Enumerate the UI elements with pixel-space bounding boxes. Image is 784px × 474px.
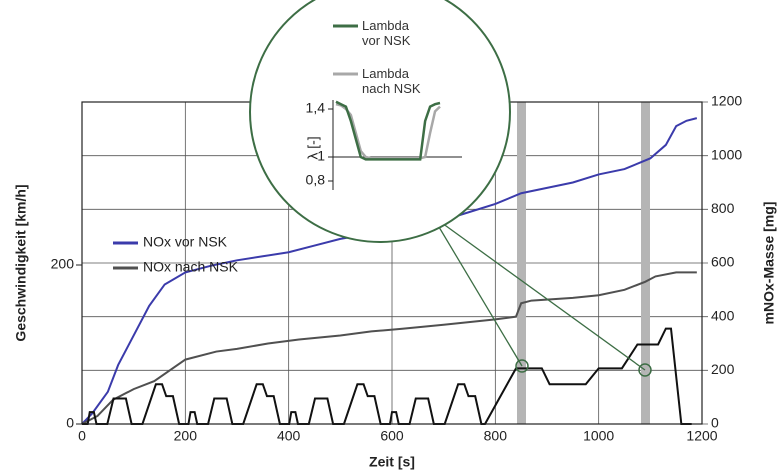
y2-tick-label: 600	[711, 254, 735, 270]
x-tick-label: 800	[484, 428, 508, 444]
y-tick-label: 200	[51, 256, 75, 272]
inset-circle	[249, 0, 511, 243]
y2-tick-label: 0	[711, 415, 719, 431]
highlight-band	[641, 102, 650, 424]
x-tick-label: 400	[277, 428, 301, 444]
inset-y-label: λ [-]	[305, 136, 321, 159]
y-tick-label: 0	[66, 415, 74, 431]
inset-tick-label: 0,8	[306, 172, 326, 188]
y2-tick-label: 1200	[711, 93, 742, 109]
x-tick-label: 600	[380, 428, 404, 444]
y2-axis-label: mNOx-Masse [mg]	[761, 202, 777, 325]
x-axis-label: Zeit [s]	[369, 454, 415, 470]
x-tick-label: 0	[78, 428, 86, 444]
inset-legend-label: Lambda vor NSK	[362, 18, 411, 48]
series-line	[81, 271, 697, 425]
y2-tick-label: 1000	[711, 146, 742, 162]
highlight-band	[517, 102, 526, 424]
inset-tick-label: 1	[317, 148, 325, 164]
legend-label: NOx vor NSK	[143, 234, 228, 250]
series-line	[335, 100, 441, 161]
x-tick-label: 1200	[686, 428, 717, 444]
zoom-marker	[638, 363, 652, 377]
x-tick-label: 200	[174, 428, 198, 444]
inset-legend-label: Lambda nach NSK	[362, 66, 421, 96]
zoom-connector	[423, 209, 646, 371]
series-line	[82, 327, 692, 425]
x-tick-label: 1000	[583, 428, 614, 444]
y2-tick-label: 400	[711, 307, 735, 323]
legend-label: NOx nach NSK	[143, 259, 239, 275]
y2-tick-label: 200	[711, 361, 735, 377]
zoom-connector	[435, 221, 523, 367]
y-axis-label: Geschwindigkeit [km/h]	[13, 184, 29, 341]
y2-tick-label: 800	[711, 200, 735, 216]
inset-plot: 0,8 1 1,4	[306, 24, 462, 188]
inset-tick-label: 1,4	[306, 100, 326, 116]
zoom-marker	[515, 359, 529, 373]
